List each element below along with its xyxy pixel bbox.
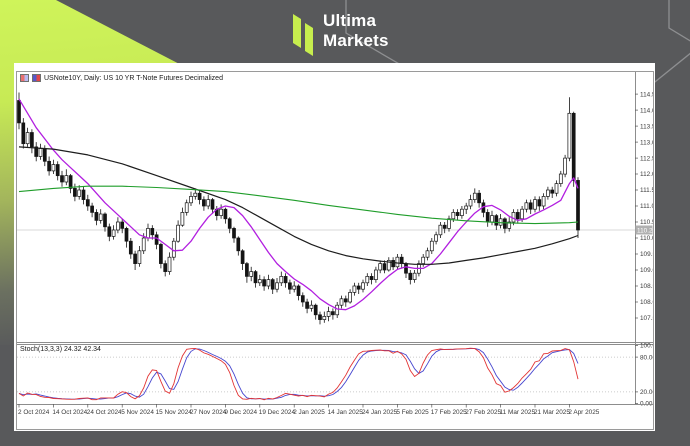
svg-text:11 Mar 2025: 11 Mar 2025: [500, 409, 536, 416]
svg-text:24 Jan 2025: 24 Jan 2025: [362, 409, 398, 416]
date-axis[interactable]: 2 Oct 2024 14 Oct 2024 24 Oct 2024 5 Nov 20…: [18, 404, 600, 416]
brand-line-2: Markets: [323, 31, 389, 50]
svg-text:110.25: 110.25: [637, 227, 653, 234]
svg-text:2 Oct 2024: 2 Oct 2024: [18, 409, 50, 416]
current-price-badge: 110.25: [635, 225, 653, 235]
hexagon-outline-right-top: [668, 0, 690, 42]
svg-text:112.50: 112.50: [640, 155, 653, 162]
svg-text:111.50: 111.50: [640, 187, 653, 194]
svg-text:2 Jan 2025: 2 Jan 2025: [293, 409, 325, 416]
candles-layer: [17, 92, 580, 325]
stoch-main-line: [18, 347, 579, 401]
svg-text:20.00: 20.00: [640, 389, 653, 396]
svg-text:109.50: 109.50: [640, 251, 653, 258]
stoch-axis[interactable]: 100.0080.0020.000.00: [635, 343, 653, 408]
mt4-chart-window[interactable]: USNote10Y, Daily: US 10 YR T-Note Future…: [16, 71, 654, 430]
logo-bar-left: [293, 14, 301, 48]
svg-text:112.00: 112.00: [640, 171, 653, 178]
svg-text:111.00: 111.00: [640, 203, 653, 210]
svg-text:114.50: 114.50: [640, 91, 653, 98]
svg-text:80.00: 80.00: [640, 354, 653, 361]
svg-text:5 Nov 2024: 5 Nov 2024: [121, 409, 154, 416]
svg-text:108.00: 108.00: [640, 299, 653, 306]
svg-text:100.00: 100.00: [640, 343, 653, 350]
svg-text:27 Feb 2025: 27 Feb 2025: [465, 409, 501, 416]
svg-text:19 Dec 2024: 19 Dec 2024: [259, 409, 296, 416]
brand-line-1: Ultima: [323, 11, 377, 30]
brand-logo-mark-icon: [293, 14, 313, 56]
ma-mid-black-line: [18, 146, 579, 265]
svg-text:21 Mar 2025: 21 Mar 2025: [534, 409, 570, 416]
svg-text:109.00: 109.00: [640, 267, 653, 274]
svg-text:15 Nov 2024: 15 Nov 2024: [156, 409, 193, 416]
svg-text:9 Dec 2024: 9 Dec 2024: [224, 409, 257, 416]
ma-slow-green-line: [18, 185, 579, 225]
chart-card: USNote10Y, Daily: US 10 YR T-Note Future…: [14, 63, 655, 431]
svg-text:5 Feb 2025: 5 Feb 2025: [396, 409, 429, 416]
stochastic-label: Stoch(13,3,3) 24.32 42.34: [20, 346, 101, 353]
svg-text:27 Nov 2024: 27 Nov 2024: [190, 409, 227, 416]
logo-bar-right: [305, 23, 313, 56]
svg-text:113.50: 113.50: [640, 123, 653, 130]
svg-text:24 Oct 2024: 24 Oct 2024: [87, 409, 122, 416]
header: Ultima Markets: [0, 0, 690, 63]
ma-fast-purple-line: [18, 98, 579, 311]
chart-title-row: USNote10Y, Daily: US 10 YR T-Note Future…: [20, 74, 223, 82]
svg-text:114.00: 114.00: [640, 107, 653, 114]
svg-text:110.00: 110.00: [640, 235, 653, 242]
svg-text:17 Feb 2025: 17 Feb 2025: [431, 409, 467, 416]
brand-logo-text: Ultima Markets: [323, 11, 389, 51]
svg-text:107.50: 107.50: [640, 315, 653, 322]
svg-text:14 Jan 2025: 14 Jan 2025: [328, 409, 364, 416]
price-axis[interactable]: 114.50 114.00 113.50 113.00 112.50 112.00 111.…: [635, 91, 653, 322]
brand-logo: Ultima Markets: [293, 11, 389, 56]
svg-text:2 Apr 2025: 2 Apr 2025: [568, 409, 599, 416]
chart-symbol-title: USNote10Y, Daily: US 10 YR T-Note Future…: [44, 74, 223, 82]
svg-text:110.50: 110.50: [640, 219, 653, 226]
svg-text:14 Oct 2024: 14 Oct 2024: [52, 409, 87, 416]
svg-text:113.00: 113.00: [640, 139, 653, 146]
chart-mini-icon-1: [20, 74, 29, 82]
price-chart-canvas[interactable]: 114.50 114.00 113.50 113.00 112.50 112.00 111.…: [17, 72, 653, 429]
svg-text:108.50: 108.50: [640, 283, 653, 290]
chart-mini-icon-2: [32, 74, 41, 82]
